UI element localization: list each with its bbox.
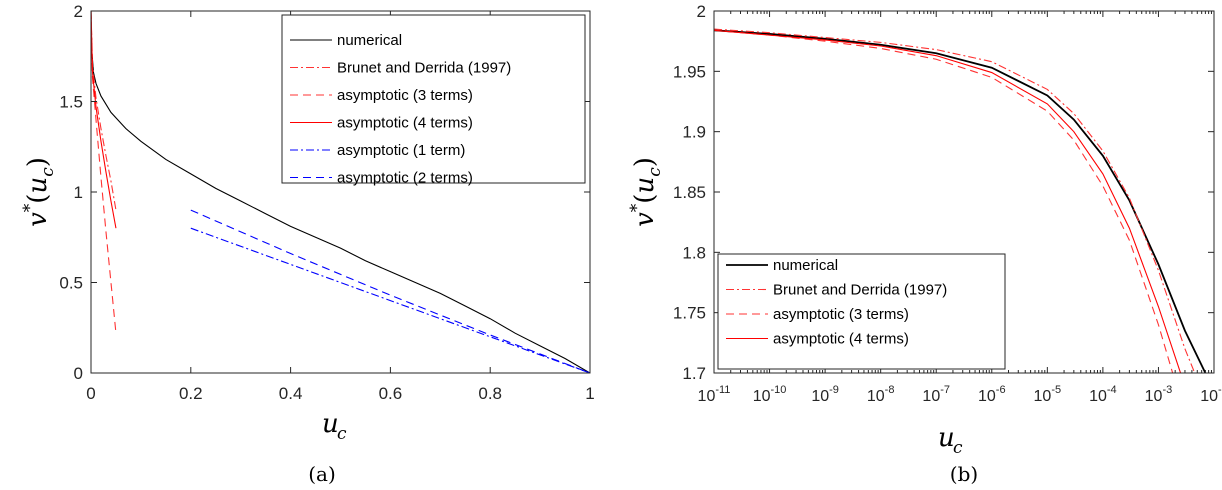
series-line-asymptotic-3-terms: [714, 29, 1174, 373]
x-tick-label: 10-6: [978, 384, 1006, 405]
svg-text:v*(uc): v*(uc): [627, 157, 665, 227]
y-tick-label: 1.75: [673, 304, 706, 323]
x-tick-label: 10-3: [1145, 384, 1173, 405]
panel-label-b: (b): [950, 462, 978, 486]
y-tick-label: 1.7: [682, 364, 706, 383]
x-tick-label: 10-2: [1200, 384, 1222, 405]
axes-box-a: [90, 10, 591, 374]
x-tick-label: 10-5: [1034, 384, 1062, 405]
x-tick-label: 10-4: [1089, 384, 1117, 405]
y-tick-label: 1.8: [682, 243, 706, 262]
series-line-asymptotic-1-term: [190, 227, 590, 373]
legend-label: numerical: [337, 32, 402, 49]
legend-b: numerical Brunet and Derrida (1997) asympt…: [717, 253, 1006, 370]
svg-text:v*(uc): v*(uc): [20, 157, 58, 227]
legend-label: Brunet and Derrida (1997): [337, 60, 511, 77]
legend-box-a: [281, 14, 586, 184]
axes-box-b: [713, 10, 1215, 374]
y-tick-label: 0: [74, 364, 83, 383]
y-axis-label-a: v*(uc): [20, 157, 58, 227]
y-tick-label: 1.5: [59, 93, 83, 112]
y-tick-label: 2: [74, 2, 83, 21]
x-tick-label: 10-10: [753, 384, 787, 405]
series-line-asymptotic-4-terms: [91, 11, 117, 229]
x-axis-label-b: u c: [938, 423, 963, 458]
legend-a: numerical Brunet and Derrida (1997) asympt…: [281, 14, 586, 187]
x-tick-label: 0: [86, 384, 95, 403]
x-tick-label: 10-9: [811, 384, 839, 405]
x-tick-label: 0.4: [279, 384, 303, 403]
y-tick-label: 0.5: [59, 274, 83, 293]
series-group-a: [91, 11, 590, 373]
x-tick-label: 0.8: [478, 384, 502, 403]
x-axis-label-a: u c: [322, 409, 347, 444]
y-tick-label: 1.9: [682, 123, 706, 142]
series-line-asymptotic-2-terms: [190, 209, 590, 373]
legend-label: asymptotic (2 terms): [337, 170, 473, 187]
legend-label: asymptotic (4 terms): [337, 115, 473, 132]
y-tick-label: 1: [74, 183, 83, 202]
series-line-numerical: [91, 11, 590, 373]
panel-label-a: (a): [308, 462, 336, 486]
x-tick-label: 0.6: [379, 384, 403, 403]
legend-label: asymptotic (3 terms): [773, 306, 909, 323]
series-group-b: [714, 28, 1207, 373]
series-line-asymptotic-4-terms: [714, 29, 1182, 373]
svg-text:u: u: [938, 423, 955, 453]
series-line-numerical: [714, 29, 1207, 373]
x-tick-label: 10-7: [922, 384, 950, 405]
y-tick-label: 2: [697, 2, 706, 21]
legend-label: numerical: [773, 257, 838, 274]
legend-label: asymptotic (3 terms): [337, 87, 473, 104]
legend-label: asymptotic (4 terms): [773, 331, 909, 348]
svg-text:u: u: [322, 409, 339, 439]
y-axis-label-b: v*(uc): [627, 157, 665, 227]
legend-label: asymptotic (1 term): [337, 142, 465, 159]
svg-text:c: c: [953, 438, 963, 458]
x-tick-label: 10-8: [867, 384, 895, 405]
x-tick-label: 10-11: [698, 384, 731, 405]
x-tick-label: 1: [585, 384, 594, 403]
svg-text:c: c: [337, 424, 347, 444]
x-tick-label: 0.2: [179, 384, 203, 403]
legend-label: Brunet and Derrida (1997): [773, 282, 947, 299]
y-tick-label: 1.85: [673, 183, 706, 202]
legend-box-b: [717, 253, 1006, 370]
y-tick-label: 1.95: [673, 62, 706, 81]
panel-a: 0 0.5 1 1.5 2 0 0.2 0.4 0.6 0.8 1 u c v*(uc) (a) n…: [20, 2, 595, 486]
panel-b: 1.7 1.75 1.8 1.85 1.9 1.95 2 10-11 10-10 10-9 10-8…: [627, 2, 1222, 486]
series-line-brunet-and-derrida-1997: [714, 28, 1196, 373]
